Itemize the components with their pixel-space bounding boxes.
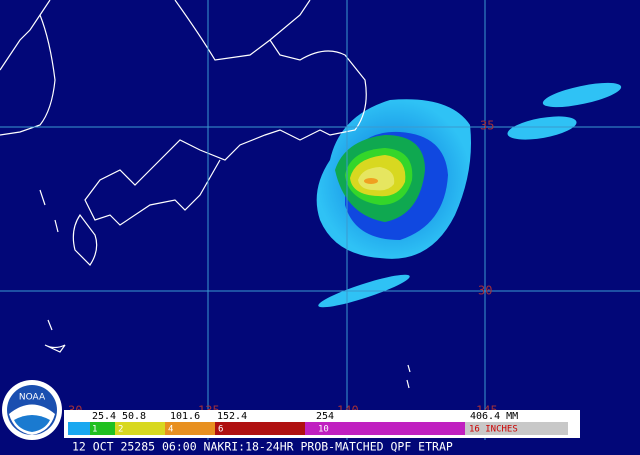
inch-label: 6 [218,425,223,435]
inch-label: 10 [318,425,329,435]
caption: 12 OCT 25285 06:00 NAKRI:18-24HR PROB-MA… [72,440,453,454]
mm-label: 152.4 [217,411,247,422]
legend: 25.4 50.8 101.6 152.4 254 406.4 MM 1 2 4… [64,410,580,438]
mm-label: 50.8 [122,411,146,422]
coastlines [0,0,411,389]
logo-text: NOAA [19,393,46,403]
inch-label: 16 INCHES [469,425,518,435]
mm-label: 406.4 MM [470,411,518,422]
lat-label: 35 [480,119,494,133]
precip-field [316,82,622,308]
mm-label: 25.4 [92,411,116,422]
inch-label: 2 [118,425,123,435]
inch-label: 1 [92,425,97,435]
noaa-logo: NOAA [2,380,62,440]
graticule [0,0,640,440]
inch-label: 4 [168,425,173,435]
lat-label: 30 [478,284,492,298]
mm-label: 101.6 [170,411,200,422]
mm-label: 254 [316,411,334,422]
